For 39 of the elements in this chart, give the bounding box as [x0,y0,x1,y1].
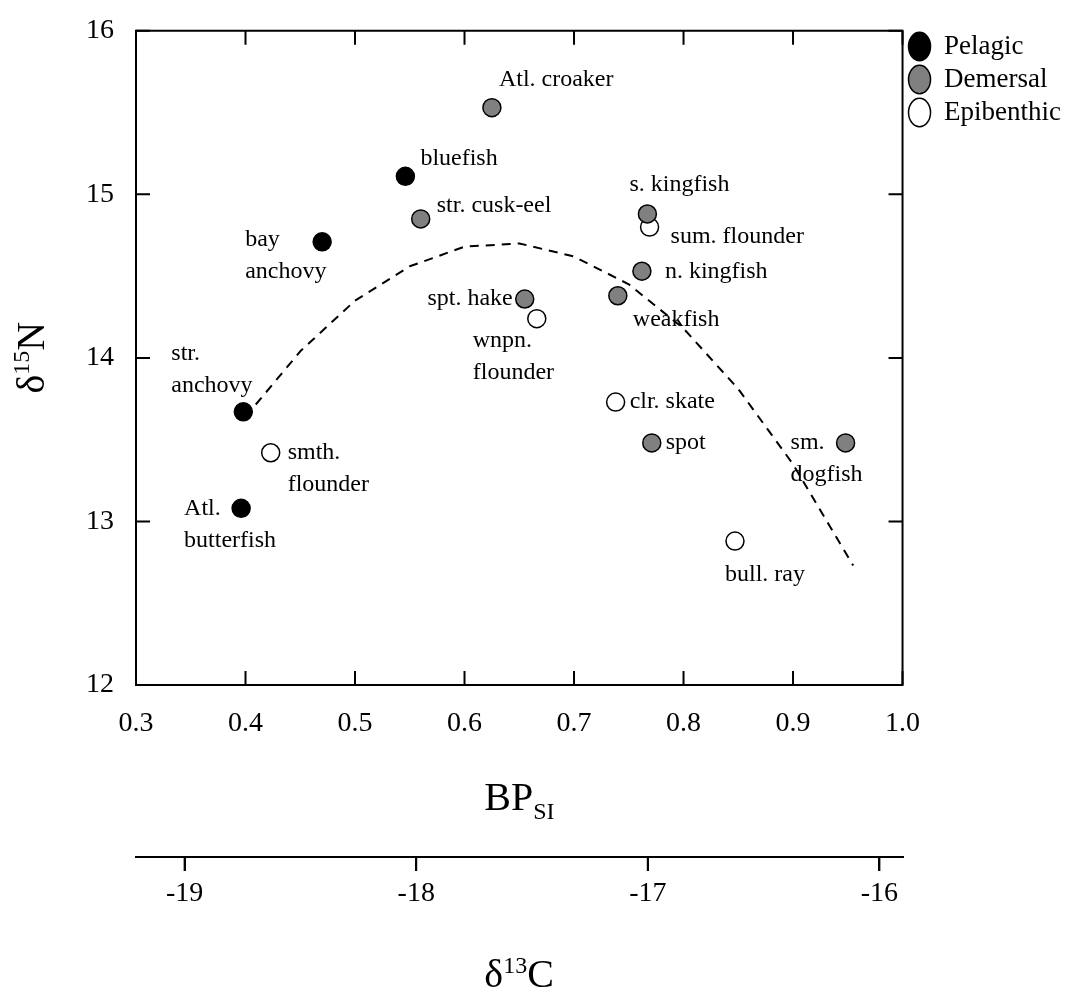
annotation: bull. ray [724,560,805,587]
annotation: n. kingfish [664,256,768,283]
x-tick-label: 0.6 [447,706,483,738]
x2-axis-title: δ$^{13}$C [484,951,554,997]
y-tick-label: 13 [86,503,114,535]
annotation: weakfish [632,305,720,332]
y-tick-label: 16 [86,13,114,45]
legend-label: Pelagic [944,29,1024,60]
annotation: sm. dogfish [790,428,863,487]
y-tick-label: 15 [86,176,114,208]
annotation: spot [665,428,707,455]
x2-tick-label: -16 [860,876,899,908]
annotation: clr. skate [629,387,715,414]
annotation: spt. hake [427,284,513,311]
y-tick-label: 12 [86,667,114,699]
legend-label: Epibenthic [944,95,1062,126]
annotation: wnpn. flounder [472,325,555,384]
x-tick-label: 0.5 [337,706,373,738]
x-axis-title: BP$_{SI}$ [484,774,555,824]
x-tick-label: 0.4 [228,706,264,738]
annotation: sum. flounder [670,222,804,249]
x2-tick-label: -18 [397,876,435,908]
annotation: Atl. butterfish [184,493,277,552]
x2-tick-label: -19 [165,876,204,908]
annotation: smth. flounder [287,438,369,497]
annotation: s. kingfish [629,170,730,197]
x-tick-label: 1.0 [885,706,921,738]
annotation: bay anchovy [245,225,327,284]
x2-tick-label: -17 [629,876,667,908]
x-tick-label: 0.8 [666,706,702,738]
annotation: str. cusk-eel [436,191,552,218]
annotation: Atl. croaker [498,64,614,91]
x-tick-label: 0.9 [775,706,811,738]
legend-label: Demersal [944,62,1048,93]
annotation: bluefish [420,143,498,170]
y-tick-label: 14 [86,340,114,372]
x-tick-label: 0.3 [118,706,154,738]
x-tick-label: 0.7 [556,706,592,738]
annotation: str. anchovy [171,339,253,398]
